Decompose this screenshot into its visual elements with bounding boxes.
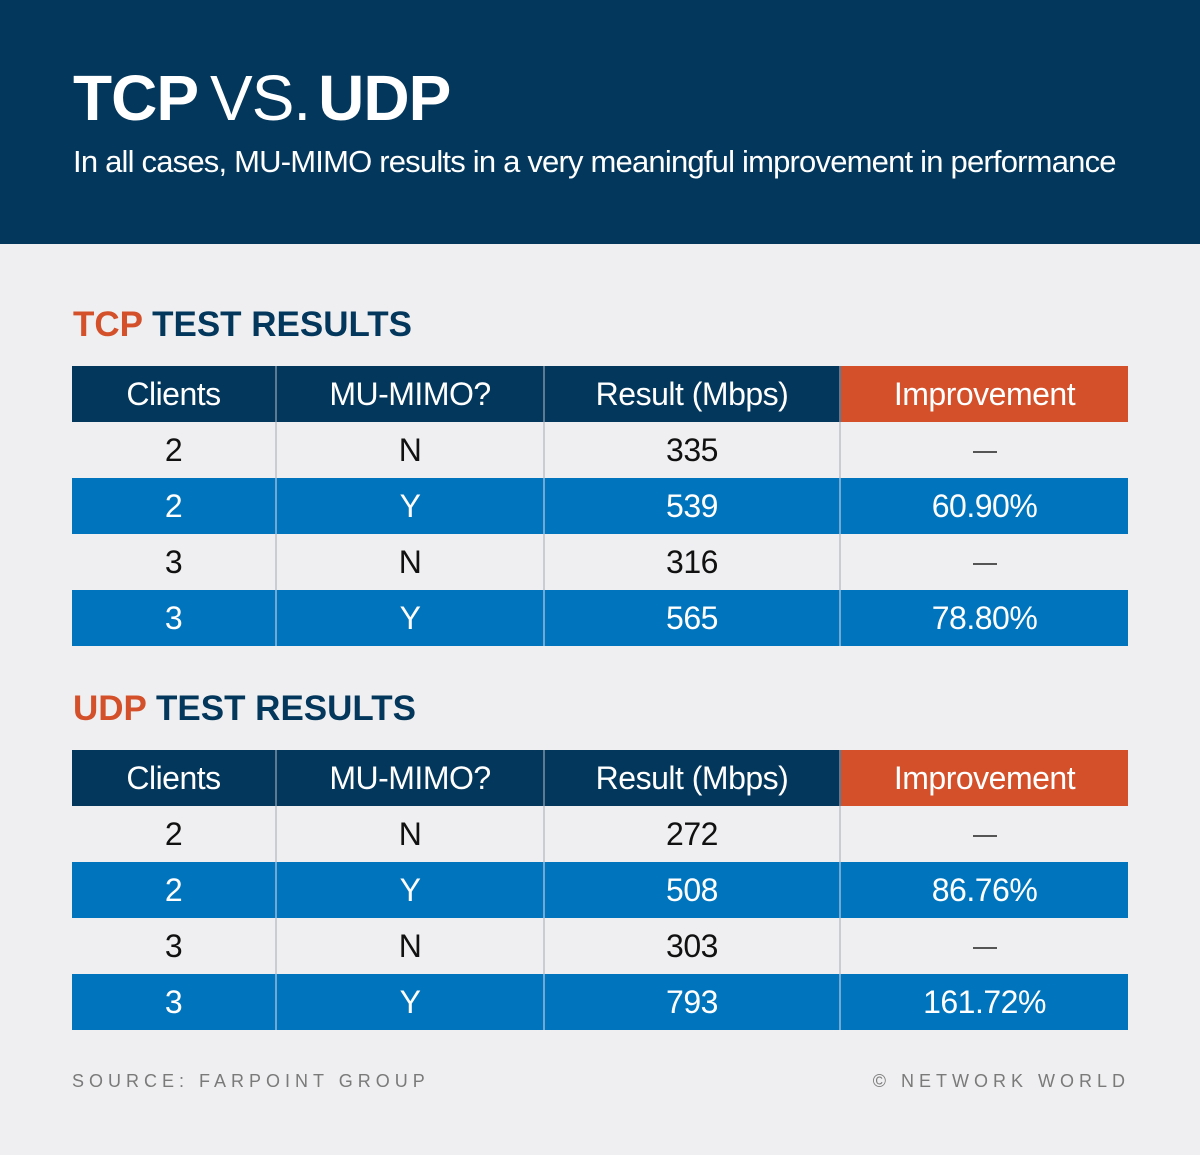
mu-mimo-cell: Y — [276, 590, 545, 646]
improvement-cell: 161.72% — [840, 974, 1128, 1030]
dash-mark — [972, 451, 997, 454]
improvement-cell: 86.76% — [840, 862, 1128, 918]
result-header: Result (Mbps) — [544, 366, 841, 422]
improvement-header: Improvement — [840, 366, 1128, 422]
tcp-results-table: Clients MU-MIMO? Result (Mbps) Improvement … — [72, 366, 1128, 646]
table-row: 3 Y 793 161.72% — [72, 974, 1128, 1030]
table-row: 3 N 303 — [72, 918, 1128, 974]
improvement-cell — [840, 806, 1128, 862]
table-row: 2 N 335 — [72, 422, 1128, 478]
improvement-cell — [840, 918, 1128, 974]
mu-mimo-cell: N — [276, 806, 545, 862]
udp-heading-rest: TEST RESULTS — [156, 689, 416, 728]
mu-mimo-header: MU-MIMO? — [276, 750, 545, 806]
result-cell: 793 — [544, 974, 841, 1030]
clients-header: Clients — [72, 366, 277, 422]
improvement-cell: 60.90% — [840, 478, 1128, 534]
clients-header: Clients — [72, 750, 277, 806]
result-cell: 508 — [544, 862, 841, 918]
tcp-section-heading: TCP TEST RESULTS — [73, 305, 412, 345]
title-udp: UDP — [318, 62, 451, 134]
result-cell: 316 — [544, 534, 841, 590]
table-row: 3 N 316 — [72, 534, 1128, 590]
improvement-cell — [840, 534, 1128, 590]
result-cell: 272 — [544, 806, 841, 862]
mu-mimo-cell: Y — [276, 974, 545, 1030]
result-cell: 335 — [544, 422, 841, 478]
mu-mimo-cell: Y — [276, 478, 545, 534]
title-vs: VS. — [210, 62, 311, 134]
clients-cell: 3 — [72, 918, 277, 974]
udp-heading-accent: UDP — [73, 689, 147, 728]
source-credit: SOURCE: FARPOINT GROUP — [72, 1071, 430, 1091]
table-header-row: Clients MU-MIMO? Result (Mbps) Improvement — [72, 750, 1128, 806]
table-header-row: Clients MU-MIMO? Result (Mbps) Improvement — [72, 366, 1128, 422]
improvement-header: Improvement — [840, 750, 1128, 806]
clients-cell: 2 — [72, 478, 277, 534]
copyright-credit: © NETWORK WORLD — [872, 1071, 1130, 1091]
result-cell: 303 — [544, 918, 841, 974]
tcp-heading-rest: TEST RESULTS — [152, 305, 413, 344]
mu-mimo-header: MU-MIMO? — [276, 366, 545, 422]
mu-mimo-cell: N — [276, 918, 545, 974]
dash-mark — [972, 947, 997, 950]
result-cell: 539 — [544, 478, 841, 534]
mu-mimo-cell: N — [276, 422, 545, 478]
clients-cell: 2 — [72, 862, 277, 918]
page-title: TCP VS. UDP — [73, 62, 451, 134]
table-row: 2 N 272 — [72, 806, 1128, 862]
result-header: Result (Mbps) — [544, 750, 841, 806]
improvement-cell — [840, 422, 1128, 478]
table-row: 2 Y 539 60.90% — [72, 478, 1128, 534]
clients-cell: 3 — [72, 974, 277, 1030]
mu-mimo-cell: Y — [276, 862, 545, 918]
page-subtitle: In all cases, MU-MIMO results in a very … — [73, 144, 1117, 179]
clients-cell: 2 — [72, 422, 277, 478]
header-banner: TCP VS. UDP In all cases, MU-MIMO results … — [0, 0, 1200, 244]
udp-section-heading: UDP TEST RESULTS — [73, 689, 416, 729]
mu-mimo-cell: N — [276, 534, 545, 590]
title-tcp: TCP — [73, 62, 199, 134]
clients-cell: 3 — [72, 590, 277, 646]
clients-cell: 2 — [72, 806, 277, 862]
improvement-cell: 78.80% — [840, 590, 1128, 646]
table-row: 2 Y 508 86.76% — [72, 862, 1128, 918]
tcp-heading-accent: TCP — [73, 305, 143, 344]
udp-results-table: Clients MU-MIMO? Result (Mbps) Improvement … — [72, 750, 1128, 1030]
result-cell: 565 — [544, 590, 841, 646]
table-row: 3 Y 565 78.80% — [72, 590, 1128, 646]
clients-cell: 3 — [72, 534, 277, 590]
dash-mark — [972, 563, 997, 566]
dash-mark — [972, 835, 997, 838]
